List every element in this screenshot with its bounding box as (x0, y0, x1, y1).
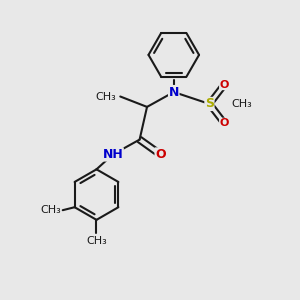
Text: CH₃: CH₃ (232, 99, 253, 109)
Text: O: O (220, 80, 229, 90)
Text: NH: NH (103, 148, 123, 161)
Text: CH₃: CH₃ (40, 205, 61, 215)
Text: N: N (169, 85, 179, 98)
Text: O: O (155, 148, 166, 161)
Text: CH₃: CH₃ (86, 236, 107, 246)
Text: O: O (220, 118, 229, 128)
Text: S: S (205, 98, 214, 110)
Text: CH₃: CH₃ (95, 92, 116, 101)
